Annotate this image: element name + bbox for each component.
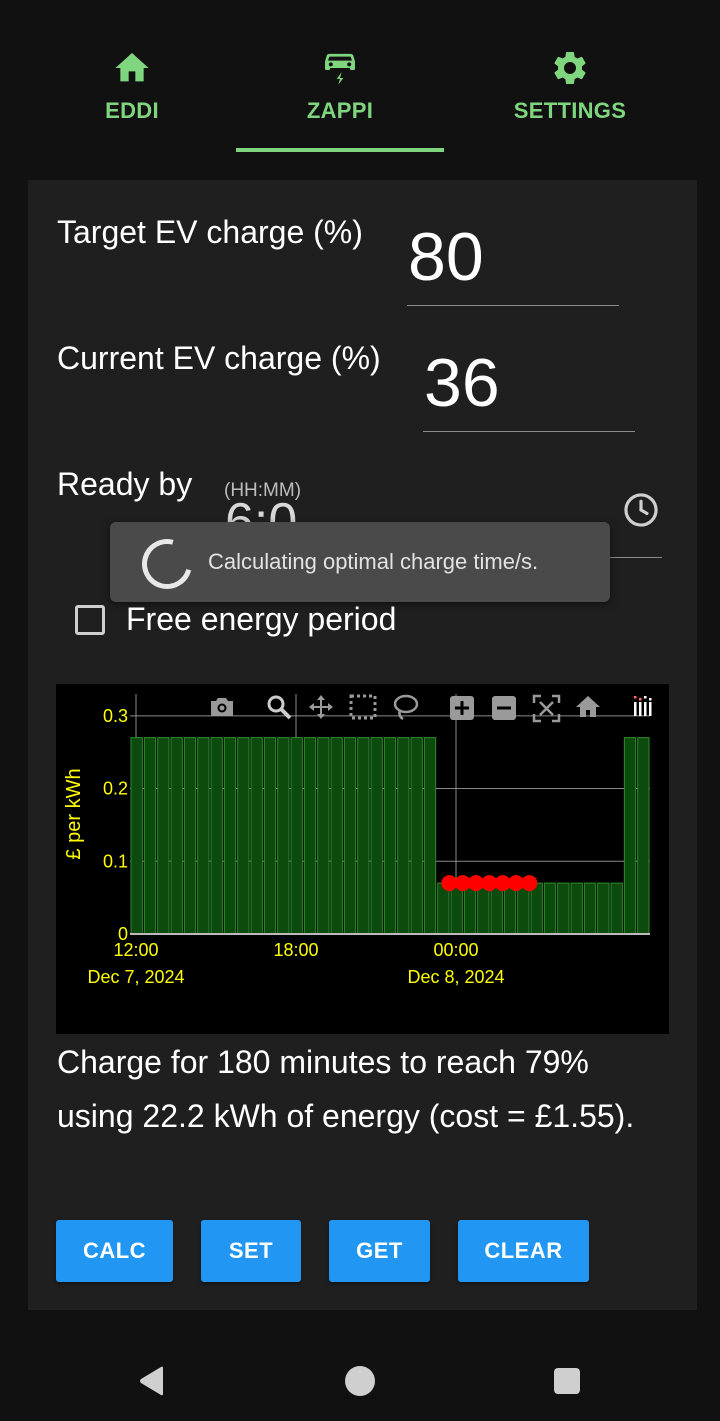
x-tick-date-label: Dec 8, 2024	[407, 967, 504, 987]
autoscale-icon[interactable]	[532, 694, 561, 723]
zoom-in-icon[interactable]	[450, 696, 474, 720]
price-bar	[397, 737, 410, 935]
price-bar	[130, 737, 143, 935]
charge-slot-marker	[454, 875, 471, 892]
pan-icon[interactable]	[309, 695, 333, 719]
price-bar	[357, 737, 370, 935]
y-tick-label: 0	[118, 924, 128, 944]
price-bar	[410, 737, 423, 935]
get-button[interactable]: GET	[329, 1220, 430, 1282]
price-bar	[277, 737, 290, 935]
y-axis-label: £ per kWh	[63, 768, 85, 859]
recents-icon[interactable]	[553, 1367, 581, 1395]
calc-button[interactable]: CALC	[56, 1220, 173, 1282]
price-bar	[223, 737, 237, 935]
home-icon	[115, 53, 149, 82]
price-bar	[570, 882, 583, 935]
tab-zappi[interactable]: ZAPPI	[236, 48, 444, 148]
price-chart-svg[interactable]: 0 0.1 0.2 0.3 12:00 Dec 7, 2024 18:00 00:00 Dec …	[56, 684, 669, 1034]
box-select-icon[interactable]	[349, 694, 377, 720]
target-charge-underline	[407, 305, 619, 306]
clear-button[interactable]: CLEAR	[458, 1220, 589, 1282]
price-bar	[183, 737, 197, 935]
price-bar	[157, 737, 170, 935]
charge-slot-marker	[441, 875, 458, 892]
zoom-icon[interactable]	[267, 695, 292, 720]
spinner-icon	[132, 529, 202, 599]
price-bar	[317, 737, 330, 935]
price-bar	[583, 882, 597, 935]
price-bar	[210, 737, 223, 935]
result-text: Charge for 180 minutes to reach 79% usin…	[57, 1044, 635, 1134]
tab-settings[interactable]: SETTINGS	[466, 48, 674, 148]
current-charge-underline	[423, 431, 635, 432]
price-bar	[250, 737, 263, 935]
car-charging-icon	[325, 53, 355, 85]
price-bar	[623, 737, 637, 935]
price-bar	[597, 882, 610, 935]
plotly-logo-icon[interactable]	[634, 696, 652, 716]
price-bar	[237, 737, 250, 935]
loading-toast: Calculating optimal charge time/s.	[110, 522, 610, 602]
price-bar	[383, 737, 397, 935]
free-energy-label: Free energy period	[126, 601, 397, 637]
price-bar	[637, 737, 650, 935]
price-bar	[197, 737, 210, 935]
price-bar	[370, 737, 383, 935]
x-tick-label: 00:00	[433, 940, 478, 960]
price-bar	[303, 737, 317, 935]
price-bar	[610, 882, 623, 935]
x-tick-label: 18:00	[273, 940, 318, 960]
price-bar	[557, 882, 570, 935]
current-charge-label: Current EV charge (%)	[57, 340, 381, 376]
toast-message: Calculating optimal charge time/s.	[208, 549, 539, 574]
y-tick-label: 0.2	[103, 779, 128, 799]
ready-by-label: Ready by	[57, 466, 193, 502]
y-tick-label: 0.3	[103, 706, 128, 726]
price-bar	[263, 737, 277, 935]
charge-slot-marker	[468, 875, 484, 892]
active-tab-indicator	[236, 148, 444, 152]
price-bar	[170, 737, 183, 935]
x-tick-label: 12:00	[113, 940, 158, 960]
tab-settings-label: SETTINGS	[513, 98, 627, 123]
price-bar	[143, 737, 157, 935]
price-bar	[423, 737, 437, 935]
zoom-out-icon[interactable]	[492, 696, 516, 720]
y-tick-label: 0.1	[103, 851, 128, 871]
back-icon[interactable]	[137, 1365, 167, 1397]
ready-by-hint: (HH:MM)	[224, 480, 302, 501]
lasso-icon[interactable]	[393, 694, 419, 721]
tab-bar: EDDI ZAPPI SETTINGS	[0, 0, 720, 152]
target-charge-label: Target EV charge (%)	[57, 214, 363, 250]
clock-icon[interactable]	[622, 491, 660, 529]
tab-eddi[interactable]: EDDI	[28, 48, 236, 148]
target-charge-input[interactable]: 80	[408, 219, 484, 295]
system-nav-bar	[0, 1340, 720, 1421]
gear-icon	[554, 52, 586, 84]
price-bar	[530, 882, 543, 935]
camera-icon[interactable]	[211, 698, 233, 716]
price-bar	[290, 737, 303, 935]
price-bar	[330, 737, 343, 935]
current-charge-input[interactable]: 36	[424, 345, 500, 421]
home-nav-icon[interactable]	[344, 1365, 376, 1397]
free-energy-checkbox[interactable]	[75, 605, 105, 635]
price-chart[interactable]: 0 0.1 0.2 0.3 12:00 Dec 7, 2024 18:00 00:00 Dec …	[56, 684, 669, 1034]
x-tick-date-label: Dec 7, 2024	[87, 967, 184, 987]
tab-zappi-label: ZAPPI	[306, 98, 374, 123]
price-bar	[543, 882, 557, 935]
set-button[interactable]: SET	[201, 1220, 301, 1282]
charge-slot-marker	[481, 875, 498, 892]
reset-axes-icon[interactable]	[576, 696, 600, 717]
tab-eddi-label: EDDI	[105, 98, 159, 123]
charge-slot-marker	[521, 875, 538, 892]
charge-slot-marker	[508, 875, 524, 892]
price-bar	[343, 737, 357, 935]
charge-slot-marker	[494, 875, 511, 892]
